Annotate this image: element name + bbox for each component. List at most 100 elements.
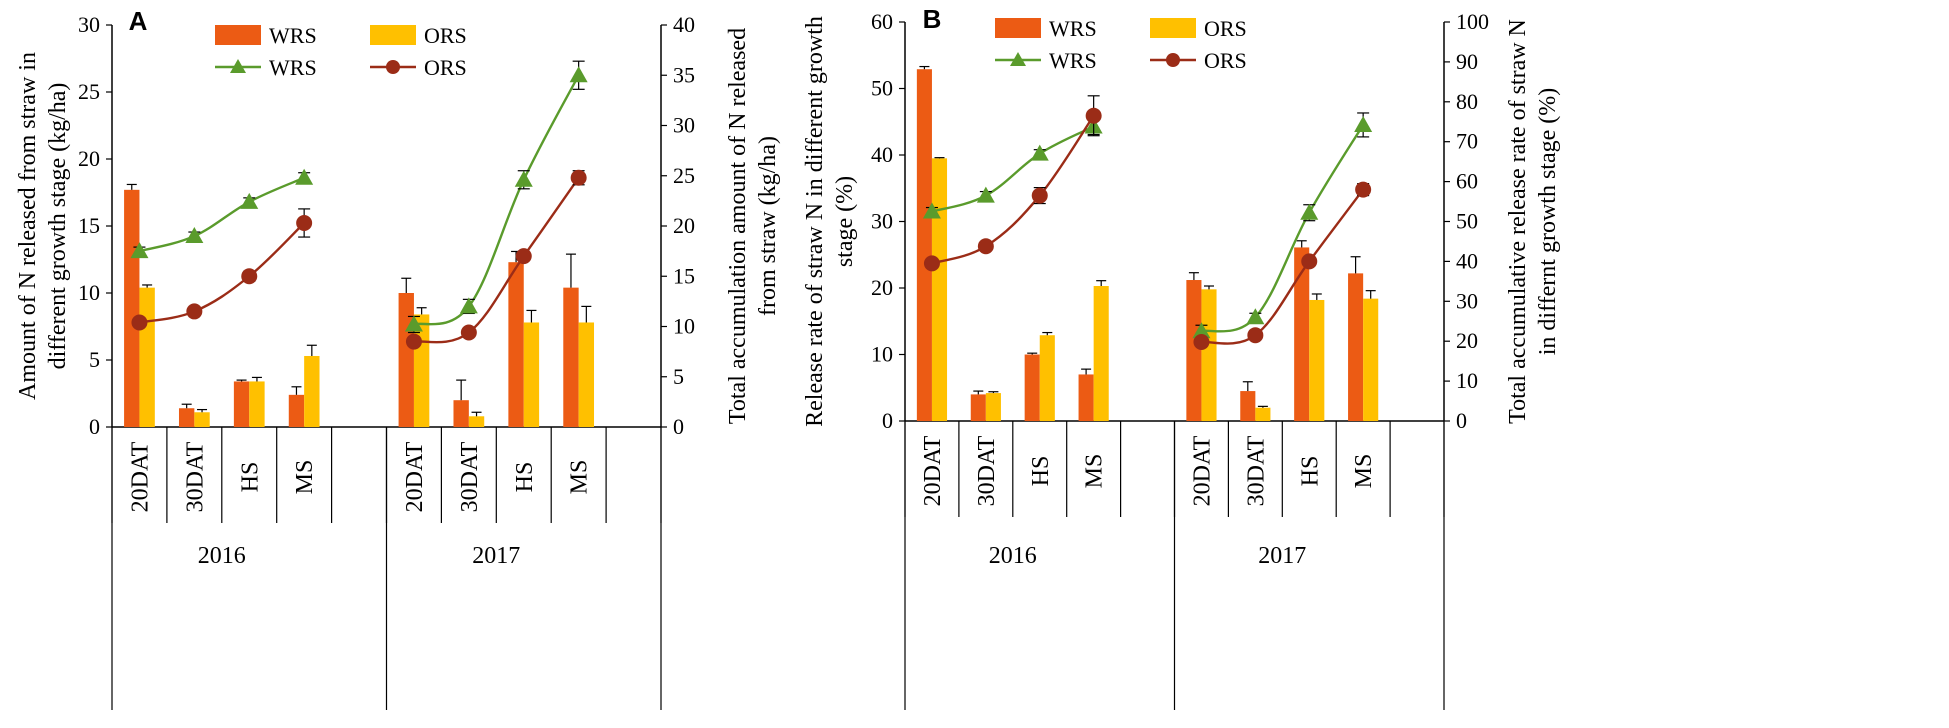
bar-wrs: [124, 189, 140, 427]
series-line-ors: [413, 177, 580, 344]
bar-ors: [1201, 289, 1217, 421]
series-line-wrs: [413, 74, 580, 326]
legend-label: ORS: [424, 55, 467, 80]
category-label: MS: [1082, 454, 1108, 489]
circle-marker: [977, 238, 994, 255]
circle-marker: [1355, 181, 1372, 198]
triangle-marker: [130, 242, 149, 259]
right-tick-label: 40: [673, 12, 695, 37]
circle-marker: [241, 268, 258, 285]
right-tick-label: 20: [1456, 328, 1478, 353]
series-line-wrs: [139, 176, 305, 253]
triangle-marker: [1030, 144, 1049, 161]
bar-ors: [304, 355, 320, 427]
legend-swatch-bar: [370, 25, 416, 45]
triangle-marker: [514, 170, 533, 187]
right-tick-label: 80: [1456, 89, 1478, 114]
bar-wrs: [1240, 391, 1256, 421]
category-label: 20DAT: [402, 441, 428, 512]
legend-triangle-marker: [1010, 52, 1026, 66]
circle-marker: [1031, 187, 1048, 204]
category-label: MS: [567, 460, 593, 495]
left-tick-label: 10: [78, 280, 100, 305]
bar-wrs: [916, 69, 932, 421]
bar-wrs: [398, 293, 414, 427]
panel-letter: A: [129, 6, 148, 36]
right-tick-label: 35: [673, 62, 695, 87]
left-tick-label: 10: [871, 342, 893, 367]
category-label: HS: [1028, 456, 1054, 487]
left-tick-label: 30: [871, 209, 893, 234]
circle-marker: [1085, 107, 1102, 124]
bar-ors: [1093, 286, 1109, 421]
legend-swatch-bar: [995, 18, 1041, 38]
left-tick-label: 20: [871, 275, 893, 300]
right-tick-label: 10: [673, 314, 695, 339]
triangle-marker: [459, 297, 478, 314]
legend-swatch-bar: [1150, 18, 1196, 38]
right-tick-label: 0: [1456, 408, 1467, 433]
triangle-marker: [404, 315, 423, 332]
left-tick-label: 60: [871, 9, 893, 34]
legend-label: ORS: [1204, 16, 1247, 41]
legend-label: WRS: [269, 23, 317, 48]
right-tick-label: 60: [1456, 169, 1478, 194]
right-tick-label: 30: [673, 113, 695, 138]
panel-B: 0 10 20 30 40 50 60 0 10 20 30 40 50 60 70 80 90 100 20DAT…: [802, 4, 1561, 710]
right-tick-label: 40: [1456, 248, 1478, 273]
y-axis-label-left: Amount of N released from straw in: [15, 52, 41, 400]
circle-marker: [1301, 253, 1318, 270]
bar-wrs: [1024, 354, 1040, 421]
left-tick-label: 30: [78, 12, 100, 37]
triangle-marker: [185, 227, 204, 244]
category-label: HS: [1297, 456, 1323, 487]
left-tick-label: 5: [89, 347, 100, 372]
y-axis-label-right: from straw (kg/ha): [755, 136, 781, 316]
bar-ors: [468, 416, 485, 427]
series-line-ors: [1201, 188, 1365, 345]
legend-triangle-marker: [230, 59, 246, 73]
triangle-marker: [922, 202, 941, 219]
bar-wrs: [1294, 247, 1310, 421]
category-label: HS: [237, 462, 263, 493]
bar-ors: [523, 322, 540, 427]
circle-marker: [460, 324, 477, 341]
bar-ors: [931, 158, 948, 421]
triangle-marker: [1300, 203, 1319, 220]
panel-A: 0 5 10 15 20 25 30 0 5 10 15 20 25 30 35 40 20DAT 30DAT HS…: [15, 6, 781, 710]
bar-ors: [985, 393, 1001, 421]
category-label: 20DAT: [1189, 435, 1215, 506]
category-label: 30DAT: [974, 435, 1000, 506]
panel-letter: B: [923, 4, 942, 34]
y-axis-label-right: Total accumulation amount of N released: [725, 28, 751, 424]
bar-ors: [1363, 298, 1379, 421]
category-label: 30DAT: [182, 441, 208, 512]
bar-wrs: [1186, 280, 1202, 421]
series-line-wrs: [931, 125, 1095, 213]
bar-ors: [1039, 335, 1055, 421]
category-label: 30DAT: [1243, 435, 1269, 506]
bar-wrs: [508, 262, 524, 427]
left-tick-label: 50: [871, 76, 893, 101]
category-label: 20DAT: [127, 441, 153, 512]
bar-ors: [578, 322, 595, 427]
legend-label: WRS: [269, 55, 317, 80]
circle-marker: [1247, 327, 1264, 344]
series-line-ors: [139, 222, 305, 324]
bar-wrs: [453, 400, 469, 427]
bar-ors: [249, 381, 265, 427]
bar-wrs: [288, 394, 305, 427]
right-tick-label: 90: [1456, 49, 1478, 74]
right-tick-label: 5: [673, 364, 684, 389]
legend-circle-marker: [1166, 53, 1180, 67]
triangle-marker: [1246, 308, 1265, 325]
circle-marker: [1193, 333, 1210, 350]
legend-label: WRS: [1049, 48, 1097, 73]
right-tick-label: 20: [673, 213, 695, 238]
legend-label: WRS: [1049, 16, 1097, 41]
left-tick-label: 25: [78, 79, 100, 104]
right-tick-label: 10: [1456, 368, 1478, 393]
y-axis-label-left: stage (%): [832, 176, 858, 267]
right-tick-label: 50: [1456, 209, 1478, 234]
